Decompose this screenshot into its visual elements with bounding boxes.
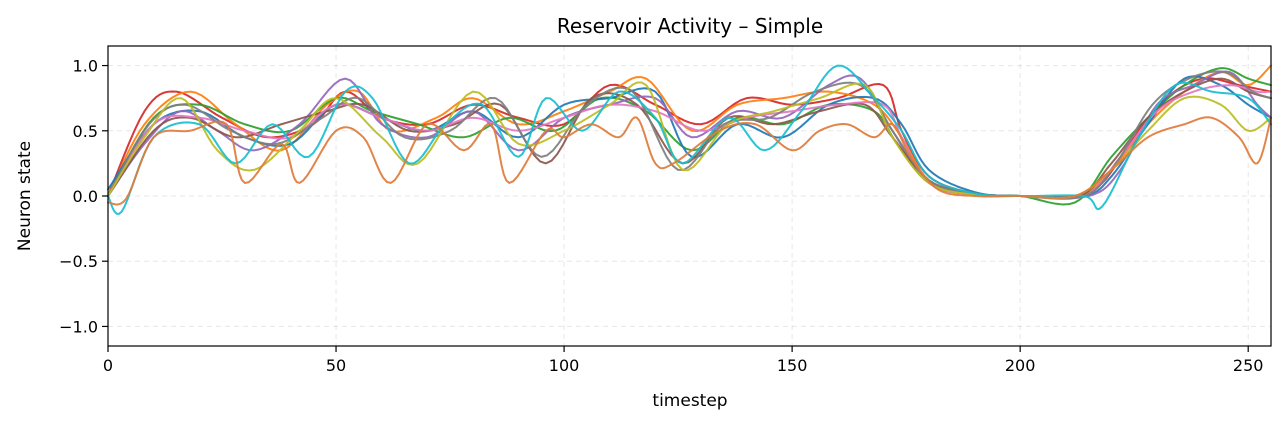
series-group [107, 64, 1272, 215]
x-tick-label: 50 [326, 356, 346, 375]
grid-lines [107, 46, 1271, 346]
y-tick-label: −1.0 [59, 317, 98, 336]
series-line-8 [107, 70, 1272, 200]
x-tick-label: 0 [103, 356, 113, 375]
y-axis-label: Neuron state [15, 141, 35, 251]
y-tick-label: 0.5 [73, 122, 98, 141]
series-line-3 [107, 67, 1272, 206]
chart-title: Reservoir Activity – Simple [557, 14, 823, 38]
x-tick-label: 200 [1005, 356, 1036, 375]
y-tick-label: 0.0 [73, 187, 98, 206]
y-tick-label: −0.5 [59, 252, 98, 271]
series-line-11 [107, 116, 1272, 206]
y-tick-label: 1.0 [73, 57, 98, 76]
x-axis-ticks: 0 50 100 150 200 250 [103, 346, 1264, 375]
x-tick-label: 100 [549, 356, 580, 375]
y-axis-ticks: −1.0 −0.5 0.0 0.5 1.0 [59, 57, 108, 336]
series-line-10 [107, 64, 1272, 215]
x-axis-label: timestep [652, 391, 727, 411]
x-tick-label: 250 [1233, 356, 1264, 375]
x-tick-label: 150 [777, 356, 808, 375]
